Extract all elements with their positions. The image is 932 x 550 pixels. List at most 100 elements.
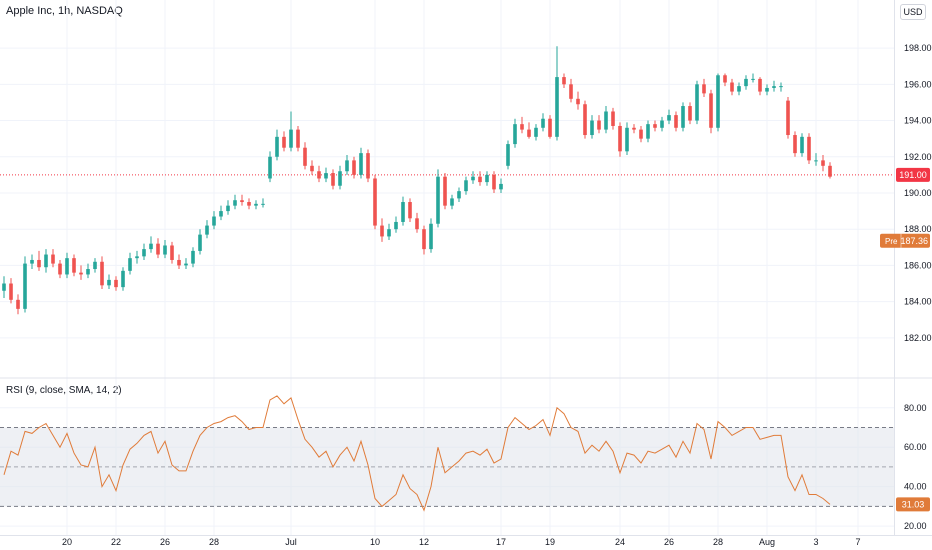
last-price-tag-bg [896,167,930,182]
currency-button[interactable]: USD [900,4,926,20]
price-tick-label: 196.00 [904,79,932,89]
candle-body [569,84,573,99]
candle-body [765,87,769,92]
candle-body [751,78,755,80]
candle-body [142,249,146,257]
price-tick-label: 188.00 [904,224,932,234]
candle-body [226,205,230,212]
candle-body [807,136,811,161]
last-price-label: 191.00 [899,170,927,180]
candle-body [373,178,377,226]
candle-body [338,171,342,186]
candle-body [618,125,622,152]
time-tick-label: Aug [759,537,775,547]
time-tick-label: 10 [370,537,380,547]
candle-body [352,160,356,175]
candle-body [828,165,832,177]
rsi-tick-label: 40.00 [904,482,927,492]
candle-body [282,136,286,148]
candle-body [793,135,797,154]
candle-body [702,84,706,94]
price-tick-label: 186.00 [904,260,932,270]
candle-body [779,86,783,88]
rsi-tick-label: 20.00 [904,521,927,531]
time-tick-label: 26 [160,537,170,547]
candle-body [639,129,643,139]
candle-body [296,129,300,148]
candle-body [821,160,825,166]
candle-body [653,124,657,128]
candle-body [814,160,818,162]
candle-body [758,78,762,92]
candle-body [268,156,272,179]
candle-body [30,259,34,264]
candles [2,46,832,315]
candle-body [156,243,160,255]
candle-body [611,111,615,126]
candle-body [44,254,48,268]
candle-body [191,250,195,264]
candle-body [674,115,678,128]
candle-body [205,225,209,235]
candle-body [464,180,468,192]
candle-body [233,200,237,206]
candle-body [198,234,202,251]
candle-body [471,176,475,181]
time-tick-label: 17 [496,537,506,547]
rsi-tick-label: 60.00 [904,442,927,452]
candle-body [429,223,433,250]
price-tick-label: 198.00 [904,43,932,53]
candle-body [667,115,671,121]
candle-body [345,160,349,172]
pre-market-tag: Pre 187.36 [880,233,930,248]
candle-body [331,173,335,186]
candle-body [93,261,97,270]
price-tick-label: 182.00 [904,333,932,343]
candle-body [681,106,685,128]
candle-body [646,124,650,139]
candle-body [303,147,307,166]
candle-body [219,211,223,217]
rsi-value-tag-bg [896,497,930,512]
candle-body [261,203,265,205]
candle-body [387,229,391,237]
candle-body [443,176,447,206]
last-price-tag: 191.00 [896,167,930,182]
candle-body [289,129,293,148]
pre-market-price-label: 187.36 [900,236,928,246]
candle-body [485,174,489,183]
pre-market-tag-bg [880,233,930,248]
time-tick-label: 7 [855,537,860,547]
price-tick-label: 192.00 [904,152,932,162]
candle-body [79,272,83,275]
chart-title: Apple Inc, 1h, NASDAQ [6,5,123,17]
candle-body [513,124,517,145]
price-axis[interactable]: 182.00 184.00 186.00 188.00 190.00 192.00 194.… [904,43,932,343]
time-axis[interactable]: 20 22 26 28 Jul 10 12 17 19 24 26 28 Aug 3 7 [62,537,861,547]
candle-body [163,245,167,255]
candle-body [114,279,118,288]
candle-body [800,136,804,154]
candle-body [772,86,776,88]
candle-body [100,261,104,286]
time-tick-label: 20 [62,537,72,547]
candle-body [590,120,594,136]
pre-market-tag-text: Pre [885,237,898,246]
candle-body [121,270,125,288]
rsi-value-label: 31.03 [902,499,925,509]
candle-body [9,283,13,300]
candle-body [2,283,6,291]
candle-body [555,77,559,137]
candle-body [737,86,741,92]
rsi-title: RSI (9, close, SMA, 14, 2) [6,385,122,396]
candle-body [506,144,510,166]
candle-body [184,263,188,266]
rsi-axis[interactable]: 20.00 40.00 60.00 80.00 [904,403,927,531]
time-tick-label: 12 [419,537,429,547]
candle-body [576,98,580,105]
candle-body [366,153,370,179]
candle-body [408,202,412,219]
candle-body [275,136,279,157]
time-tick-label: 28 [713,537,723,547]
